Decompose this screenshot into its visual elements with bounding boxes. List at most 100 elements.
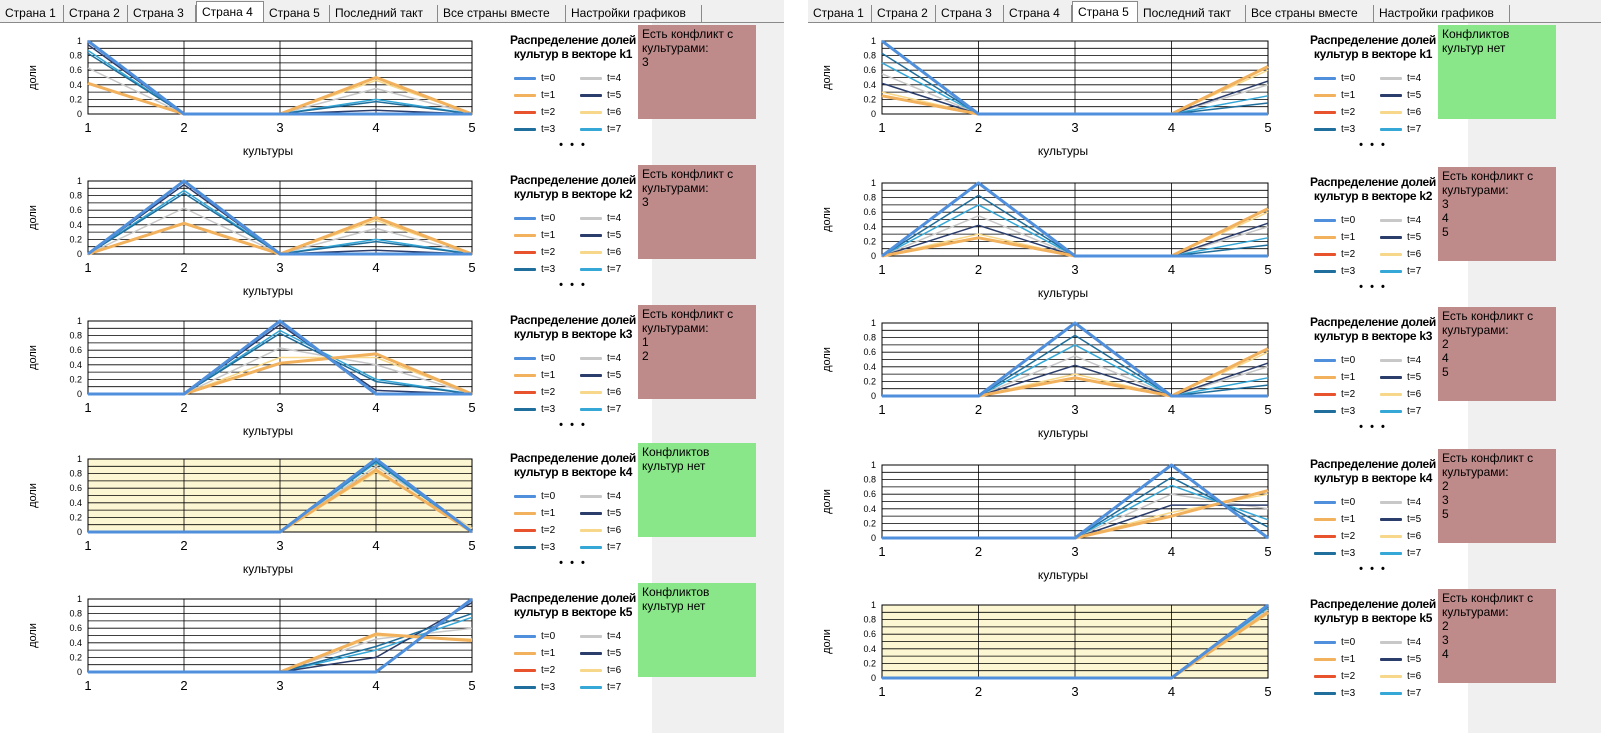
legend-item: t=4 bbox=[1380, 353, 1440, 368]
legend-item: t=4 bbox=[580, 489, 640, 504]
legend-title: Распределение долей культур в векторе k2 bbox=[1310, 175, 1436, 203]
legend-items: t=0 t=4 t=1 t=5 t=2 t=6 t=3 t=7 bbox=[1314, 71, 1448, 137]
legend-item: t=5 bbox=[580, 228, 640, 243]
legend-item: t=2 bbox=[1314, 105, 1374, 120]
legend-item: t=7 bbox=[1380, 686, 1440, 701]
y-axis-label: доли bbox=[27, 483, 39, 508]
tab-2[interactable]: Страна 2 bbox=[872, 5, 936, 22]
tab-6[interactable]: Последний такт bbox=[1138, 5, 1246, 22]
y-tick-label: 0.2 bbox=[69, 652, 82, 662]
legend-items: t=0 t=4 t=1 t=5 t=2 t=6 t=3 t=7 bbox=[1314, 213, 1448, 279]
legend-item: t=1 bbox=[514, 506, 574, 521]
y-tick-label: 0.2 bbox=[863, 236, 876, 246]
x-tick-label: 1 bbox=[878, 262, 885, 277]
legend-item: t=1 bbox=[1314, 370, 1374, 385]
legend-item: t=2 bbox=[514, 245, 574, 260]
legend-more: • • • bbox=[1359, 281, 1387, 293]
legend-item: t=3 bbox=[1314, 686, 1374, 701]
legend-k2: Распределение долей культур в векторе k2… bbox=[1298, 175, 1448, 293]
legend-label: t=2 bbox=[541, 387, 556, 398]
x-tick-label: 5 bbox=[1264, 120, 1271, 135]
legend-swatch bbox=[1314, 219, 1336, 222]
tab-7[interactable]: Все страны вместе bbox=[1246, 5, 1374, 22]
legend-swatch bbox=[1380, 535, 1402, 538]
conflict-status-k4: Конфликтов культур нет bbox=[638, 443, 756, 537]
legend-label: t=2 bbox=[1341, 671, 1356, 682]
x-tick-label: 4 bbox=[1168, 402, 1175, 417]
tab-content: 1 0.8 0.6 0.4 0.2 0 1 2 3 4 5 доли культуры 1 0.8 0.6 0.… bbox=[808, 22, 1601, 734]
x-axis-label: культуры bbox=[243, 562, 293, 576]
x-axis-label: культуры bbox=[243, 144, 293, 158]
tab-2[interactable]: Страна 2 bbox=[64, 5, 128, 22]
legend-more: • • • bbox=[1359, 563, 1387, 575]
legend-item: t=4 bbox=[1380, 635, 1440, 650]
y-tick-label: 1 bbox=[77, 36, 82, 46]
legend-swatch bbox=[514, 111, 536, 114]
legend-item: t=7 bbox=[580, 262, 640, 277]
legend-k2: Распределение долей культур в векторе k2… bbox=[498, 173, 648, 291]
legend-label: t=3 bbox=[1341, 548, 1356, 559]
charts-area: 1 0.8 0.6 0.4 0.2 0 1 2 3 4 5 доли культуры 1 0.8 0.6 0.… bbox=[808, 23, 1468, 734]
legend-label: t=5 bbox=[607, 90, 622, 101]
x-tick-label: 1 bbox=[878, 684, 885, 699]
tab-7[interactable]: Все страны вместе bbox=[438, 5, 566, 22]
legend-swatch bbox=[1314, 253, 1336, 256]
x-tick-label: 5 bbox=[1264, 262, 1271, 277]
legend-k5: Распределение долей культур в векторе k5… bbox=[498, 591, 648, 695]
tab-5[interactable]: Страна 5 bbox=[264, 5, 330, 22]
legend-item: t=3 bbox=[514, 680, 574, 695]
x-tick-label: 1 bbox=[878, 402, 885, 417]
legend-label: t=1 bbox=[541, 230, 556, 241]
legend-swatch bbox=[514, 128, 536, 131]
legend-label: t=6 bbox=[1407, 107, 1422, 118]
legend-label: t=0 bbox=[541, 353, 556, 364]
legend-item: t=0 bbox=[1314, 71, 1374, 86]
x-axis-label: культуры bbox=[243, 284, 293, 298]
tab-5[interactable]: Страна 5 bbox=[1072, 1, 1138, 22]
x-tick-label: 3 bbox=[1071, 544, 1078, 559]
x-tick-label: 2 bbox=[180, 400, 187, 415]
legend-item: t=3 bbox=[1314, 546, 1374, 561]
legend-swatch bbox=[1380, 552, 1402, 555]
tab-4[interactable]: Страна 4 bbox=[1004, 5, 1072, 22]
legend-label: t=4 bbox=[1407, 497, 1422, 508]
tab-6[interactable]: Последний такт bbox=[330, 5, 438, 22]
x-tick-label: 4 bbox=[372, 120, 379, 135]
legend-swatch bbox=[580, 94, 602, 97]
tab-3[interactable]: Страна 3 bbox=[936, 5, 1004, 22]
tab-3[interactable]: Страна 3 bbox=[128, 5, 196, 22]
legend-item: t=5 bbox=[580, 368, 640, 383]
legend-swatch bbox=[1314, 359, 1336, 362]
legend-swatch bbox=[1314, 410, 1336, 413]
legend-k4: Распределение долей культур в векторе k4… bbox=[1298, 457, 1448, 575]
legend-items: t=0 t=4 t=1 t=5 t=2 t=6 t=3 t=7 bbox=[1314, 495, 1448, 561]
y-axis-label: доли bbox=[821, 207, 833, 232]
legend-label: t=3 bbox=[1341, 266, 1356, 277]
x-tick-label: 5 bbox=[468, 400, 475, 415]
legend-label: t=2 bbox=[1341, 107, 1356, 118]
legend-label: t=0 bbox=[1341, 215, 1356, 226]
x-axis-label: культуры bbox=[243, 424, 293, 438]
legend-label: t=6 bbox=[607, 247, 622, 258]
legend-item: t=2 bbox=[1314, 387, 1374, 402]
series-line-t0 bbox=[882, 603, 1269, 680]
x-tick-label: 3 bbox=[276, 400, 283, 415]
y-tick-label: 0.6 bbox=[69, 623, 82, 633]
tab-1[interactable]: Страна 1 bbox=[808, 5, 872, 22]
tab-8[interactable]: Настройки графиков bbox=[566, 5, 702, 22]
legend-label: t=7 bbox=[1407, 406, 1422, 417]
legend-label: t=3 bbox=[1341, 124, 1356, 135]
tab-1[interactable]: Страна 1 bbox=[0, 5, 64, 22]
y-tick-label: 0 bbox=[871, 391, 876, 401]
x-tick-label: 2 bbox=[975, 120, 982, 135]
y-tick-label: 0 bbox=[77, 389, 82, 399]
legend-swatch bbox=[514, 529, 536, 532]
legend-item: t=5 bbox=[580, 506, 640, 521]
legend-label: t=4 bbox=[607, 353, 622, 364]
tab-8[interactable]: Настройки графиков bbox=[1374, 5, 1510, 22]
tab-4[interactable]: Страна 4 bbox=[196, 1, 264, 22]
y-tick-label: 0 bbox=[871, 109, 876, 119]
y-tick-label: 0.8 bbox=[863, 615, 876, 625]
